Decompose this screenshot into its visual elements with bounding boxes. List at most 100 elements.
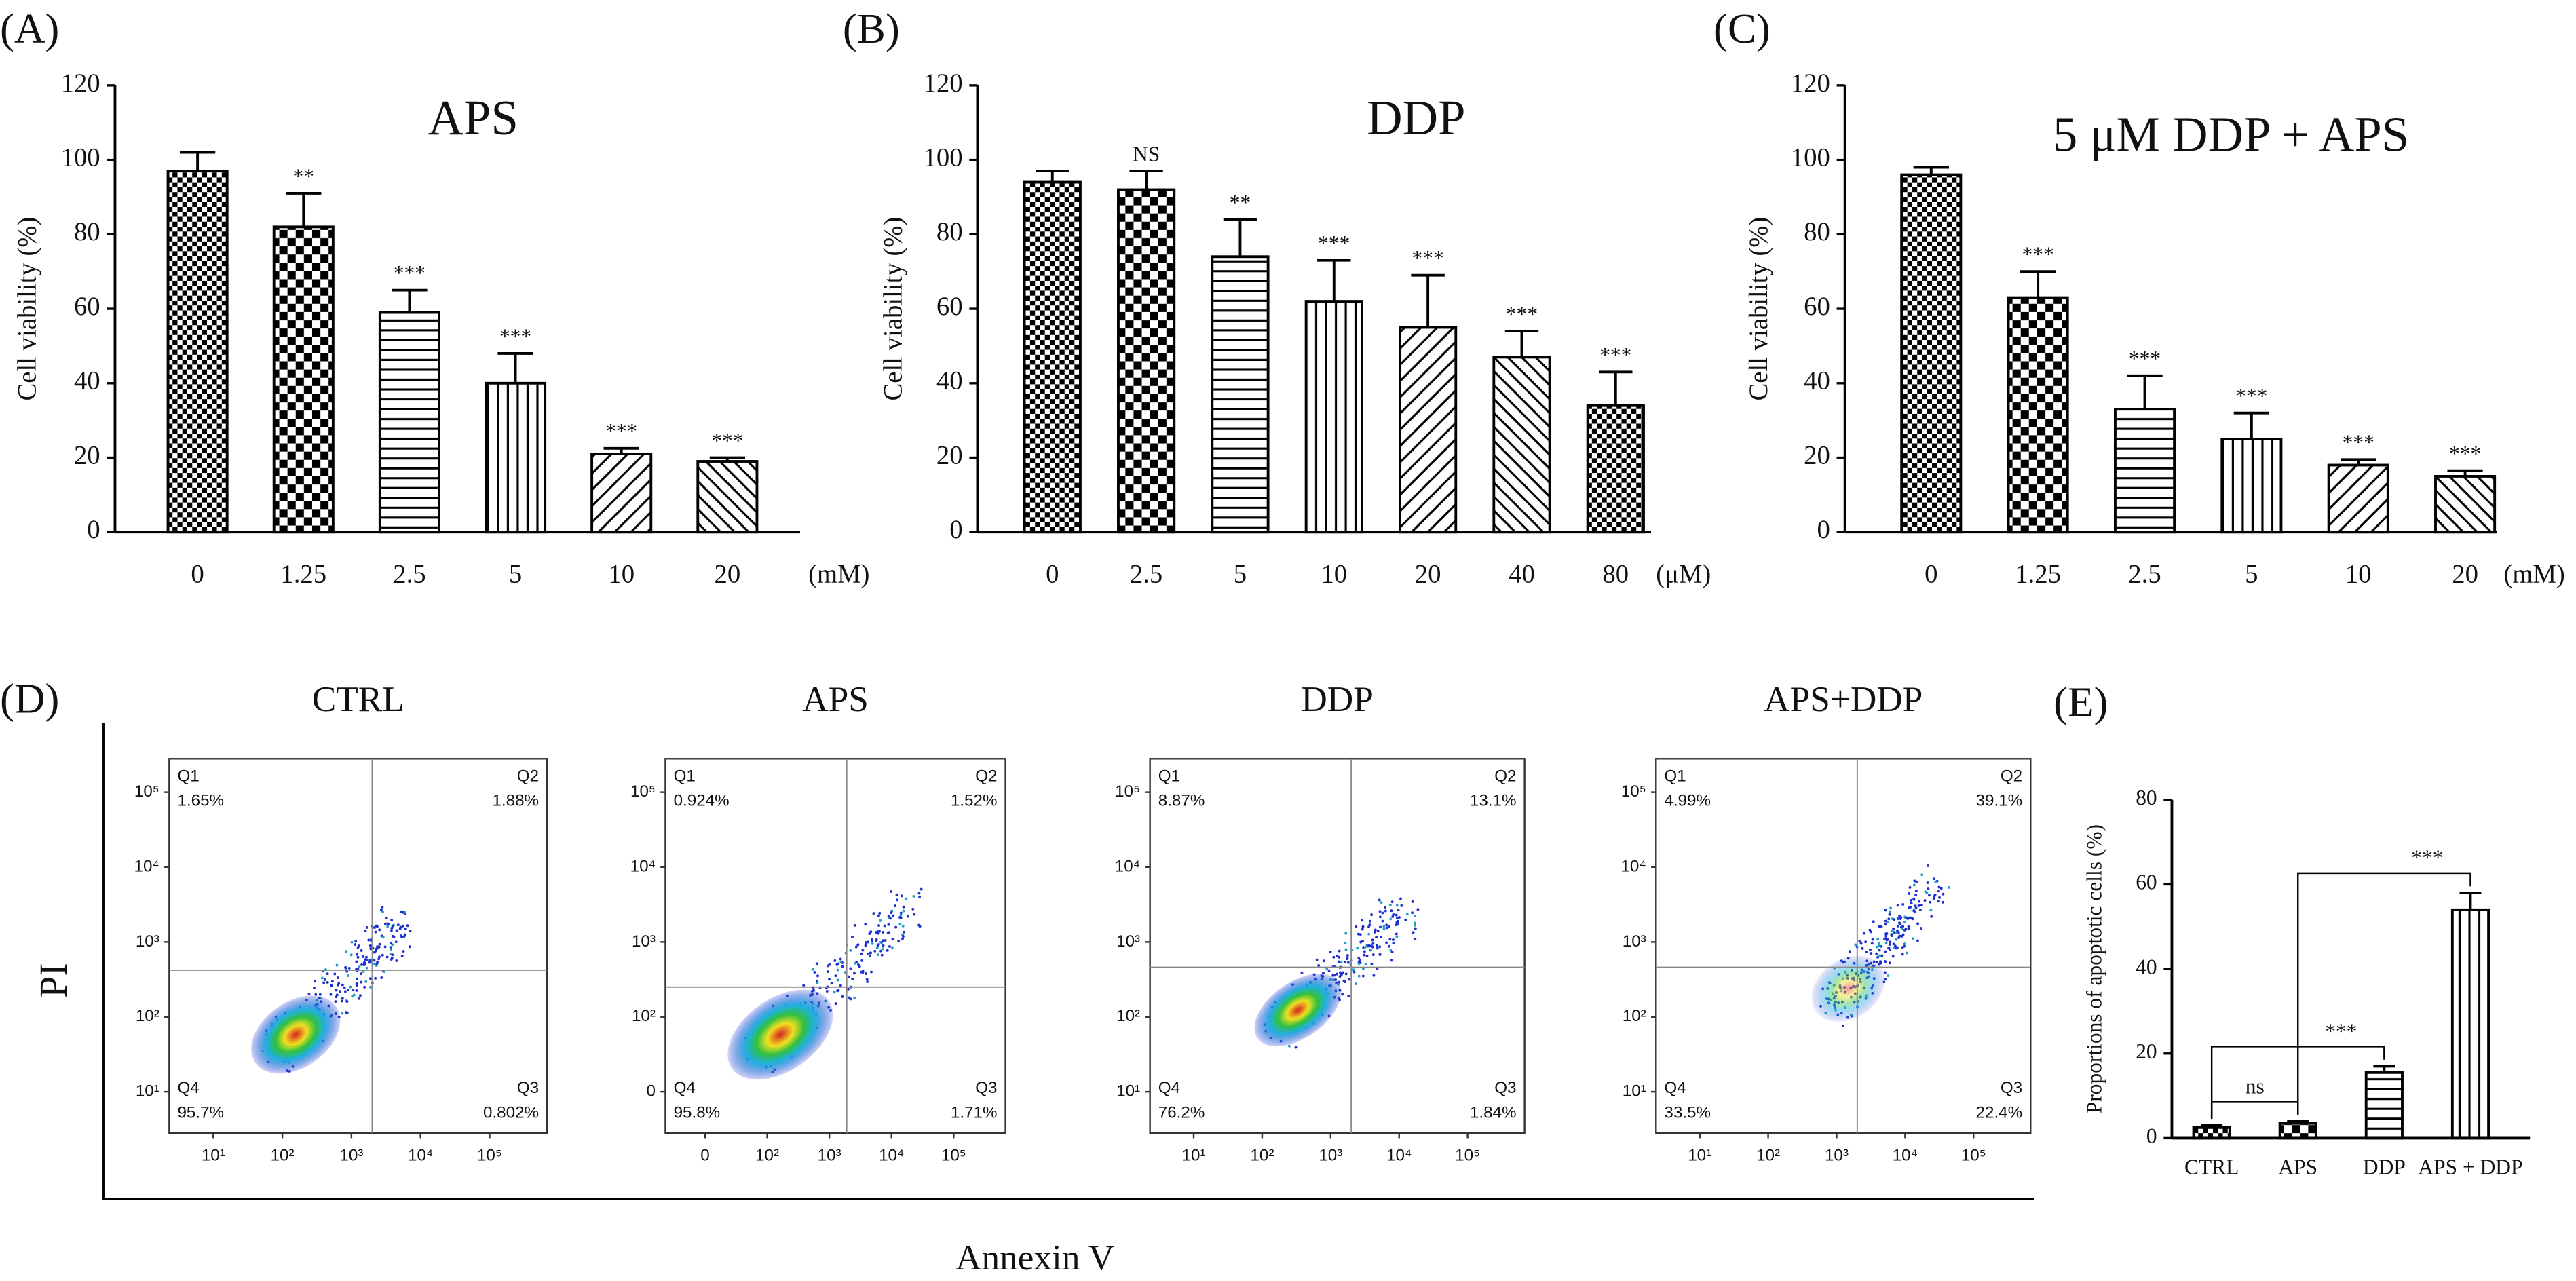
significance-label: *** (499, 324, 531, 348)
panel-label: (D) (0, 674, 59, 722)
bar (2220, 438, 2283, 534)
cell-dot (1388, 944, 1390, 948)
cell-dot (833, 959, 837, 962)
cell-dot (1891, 955, 1895, 958)
plot-title: DDP (1301, 679, 1374, 719)
cell-dot (394, 940, 398, 944)
cell-dot (1885, 932, 1889, 936)
cell-dot (837, 962, 840, 965)
cell-dot (895, 893, 898, 896)
cell-dot (867, 952, 869, 955)
cell-dot (1341, 993, 1344, 996)
cell-dot (1357, 962, 1361, 965)
cell-dot (1376, 967, 1379, 970)
cell-dot (356, 953, 359, 956)
cell-dot (1906, 951, 1909, 955)
cell-dot (1884, 950, 1887, 953)
y-axis-label: Proportions of apoptotic cells (%) (2082, 824, 2106, 1113)
plot-title: APS (802, 679, 869, 719)
cell-dot (1911, 917, 1914, 921)
cell-dot (901, 935, 905, 938)
x-tick-label: 2.5 (393, 559, 425, 588)
cell-dot (1357, 974, 1361, 978)
cell-dot (1364, 963, 1367, 966)
cell-dot (894, 904, 896, 908)
x-tick-label: 1.25 (2015, 559, 2061, 588)
cell-dot (314, 993, 318, 996)
y-tick-label: 0 (87, 515, 100, 544)
y-tick-label: 60 (1804, 292, 1830, 321)
x-unit: (mM) (808, 559, 869, 588)
cell-dot (1414, 927, 1417, 930)
quadrant-value: 22.4% (1976, 1103, 2023, 1122)
cell-dot (1848, 950, 1851, 953)
cell-dot (1927, 864, 1930, 867)
cell-dot (1908, 892, 1910, 895)
x-tick-label: 40 (1509, 559, 1535, 588)
cell-dot (839, 960, 843, 963)
cell-dot (1886, 920, 1889, 923)
cell-dot (882, 930, 884, 934)
cell-dot (1375, 936, 1378, 939)
cell-dot (1937, 890, 1940, 893)
quadrant-value: 1.84% (1470, 1103, 1517, 1122)
cell-dot (362, 970, 365, 973)
cell-dot (1892, 942, 1895, 946)
cell-dot (1934, 880, 1937, 883)
cell-dot (1900, 935, 1903, 938)
cell-dot (1385, 923, 1388, 927)
x-tick-label: 10 (2345, 559, 2372, 588)
cell-dot (356, 955, 360, 959)
cell-dot (390, 919, 394, 921)
cell-dot (1872, 920, 1875, 923)
y-tick-label: 20 (74, 440, 100, 470)
cell-dot (816, 974, 819, 978)
cell-dot (1315, 958, 1319, 961)
cell-dot (355, 982, 358, 985)
comparison-bracket (2297, 872, 2471, 1115)
cell-dot (365, 958, 368, 961)
cell-dot (920, 887, 923, 891)
x-tick-label: 0 (191, 559, 204, 588)
cell-dot (911, 907, 915, 911)
cell-dot (1901, 902, 1905, 906)
cell-dot (873, 949, 877, 953)
bar (1492, 356, 1551, 534)
cell-dot (1359, 933, 1362, 936)
cell-dot (866, 940, 869, 944)
cell-dot (1396, 921, 1399, 924)
cell-dot (385, 917, 388, 919)
cell-dot (868, 932, 871, 936)
cell-dot (396, 923, 400, 927)
cell-dot (1338, 955, 1341, 959)
x-tick-label: 10³ (339, 1146, 363, 1164)
cell-dot (899, 911, 903, 915)
cell-dot (358, 965, 361, 969)
cell-dot (1389, 949, 1393, 952)
cell-dot (1877, 942, 1880, 945)
cell-dot (1858, 940, 1861, 943)
y-tick-label: 100 (61, 142, 100, 172)
cell-dot (871, 939, 873, 942)
x-unit: (mM) (2503, 559, 2564, 588)
cell-dot (886, 949, 889, 952)
comparison-label: *** (2411, 846, 2443, 870)
cell-dot (313, 986, 316, 989)
cell-dot (1901, 925, 1904, 928)
cell-dot (1893, 918, 1896, 921)
cell-dot (1390, 951, 1394, 954)
cell-dot (1898, 934, 1901, 938)
cell-dot (879, 919, 882, 922)
cell-dot (1905, 916, 1908, 919)
cell-dot (1910, 902, 1913, 905)
y-axis-label: PI (31, 963, 75, 998)
cell-dot (1336, 954, 1339, 957)
cell-dot (395, 929, 398, 932)
cell-dot (1880, 954, 1884, 957)
cell-dot (891, 937, 894, 940)
cell-dot (364, 929, 367, 932)
x-tick-label: 20 (715, 559, 741, 588)
cell-dot (347, 989, 350, 991)
cell-dot (1392, 942, 1395, 945)
